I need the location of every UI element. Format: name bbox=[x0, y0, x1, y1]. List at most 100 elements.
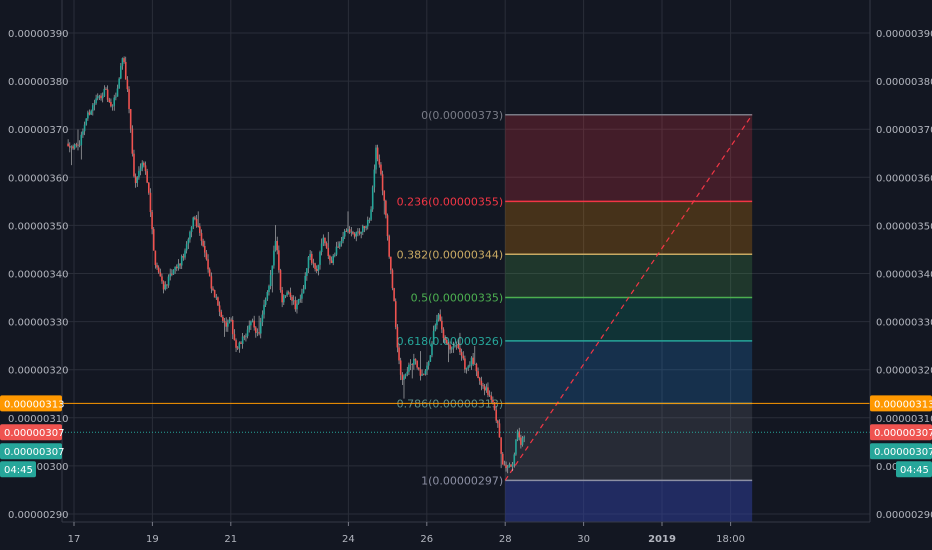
y-tick-label-left: 0.00000330 bbox=[8, 318, 68, 329]
candle-body bbox=[510, 464, 512, 467]
candle-body bbox=[360, 232, 362, 234]
candle-body bbox=[390, 256, 392, 271]
candle-body bbox=[368, 219, 371, 221]
candle-body bbox=[152, 229, 155, 251]
candle-body bbox=[511, 463, 514, 467]
fibonacci-retracement[interactable]: 0(0.00000373) 0.236(0.00000355) 0.382(0.00… bbox=[397, 109, 753, 522]
candle-body bbox=[506, 467, 509, 469]
candle-body bbox=[501, 453, 504, 465]
candle-body bbox=[287, 292, 290, 294]
candle-body bbox=[251, 320, 254, 322]
candle-body bbox=[319, 252, 321, 265]
candle-body bbox=[330, 260, 333, 264]
candle-body bbox=[483, 386, 486, 391]
badge-orange-right-text: 0.00000313 bbox=[874, 399, 932, 410]
candle-body bbox=[210, 276, 213, 289]
candle-body bbox=[190, 226, 193, 232]
candle-body bbox=[324, 237, 326, 244]
candle-body bbox=[73, 144, 76, 149]
candle-body bbox=[391, 270, 394, 289]
candle-body bbox=[520, 437, 522, 445]
candle-body bbox=[388, 236, 390, 257]
candle-body bbox=[515, 439, 517, 455]
candle-body bbox=[317, 264, 320, 271]
candle-body bbox=[273, 250, 275, 266]
candle-body bbox=[452, 346, 455, 349]
candle-body bbox=[414, 358, 417, 361]
candle-body bbox=[136, 177, 139, 184]
candle-body bbox=[297, 299, 300, 304]
candle-body bbox=[200, 233, 203, 241]
candle-body bbox=[332, 255, 334, 264]
candle-body bbox=[85, 118, 88, 125]
badge-red-right-text: 0.00000307 bbox=[874, 428, 932, 439]
candle-body bbox=[111, 105, 114, 107]
candle-body bbox=[465, 367, 468, 370]
candle-body bbox=[105, 88, 107, 90]
badge-green-left-text: 0.00000307 bbox=[4, 447, 64, 458]
fib-trend-line bbox=[504, 114, 753, 481]
candle-body bbox=[279, 270, 282, 291]
candle-body bbox=[432, 330, 435, 344]
candle-body bbox=[353, 233, 356, 237]
badge-green-left-bg bbox=[0, 443, 62, 460]
candle-body bbox=[202, 240, 204, 246]
y-tick-label-right: 0.00000370 bbox=[876, 125, 932, 136]
candle-body bbox=[256, 332, 259, 334]
badge-timer-right-bg bbox=[896, 461, 932, 478]
candle-body bbox=[182, 256, 185, 258]
candle-body bbox=[95, 98, 97, 104]
candle-body bbox=[124, 61, 127, 80]
candle-body bbox=[485, 387, 488, 391]
candle-body bbox=[282, 295, 285, 303]
candle-body bbox=[469, 365, 471, 367]
candle-body bbox=[156, 265, 158, 268]
candle-body bbox=[139, 168, 142, 171]
candle-body bbox=[92, 105, 94, 111]
candle-body bbox=[338, 243, 341, 247]
candle-body bbox=[416, 360, 418, 368]
y-tick-label-right: 0.00000310 bbox=[876, 414, 932, 425]
candle-body bbox=[208, 269, 211, 277]
candle-body bbox=[358, 231, 361, 234]
left-price-axis: 0.00000390 0.00000380 0.00000370 0.00000360… bbox=[8, 29, 68, 521]
y-tick-label-right: 0.00000360 bbox=[876, 173, 932, 184]
candle-body bbox=[276, 240, 279, 251]
candle-body bbox=[185, 244, 188, 251]
candle-body bbox=[342, 236, 344, 241]
candle-body bbox=[123, 58, 125, 62]
y-tick-label-right: 0.00000330 bbox=[876, 318, 932, 329]
candle-body bbox=[162, 281, 165, 290]
candle-body bbox=[343, 230, 346, 237]
y-tick-label-right: 0.00000350 bbox=[876, 221, 932, 232]
candle-body bbox=[518, 431, 521, 438]
y-tick-label-right: 0.00000290 bbox=[876, 510, 932, 521]
candle-body bbox=[289, 292, 292, 297]
candle-body bbox=[523, 436, 525, 439]
y-tick-label-left: 0.00000300 bbox=[8, 462, 68, 473]
candle-body bbox=[335, 246, 338, 255]
candle-body bbox=[100, 95, 102, 99]
candle-body bbox=[75, 144, 78, 146]
candle-body bbox=[194, 217, 196, 219]
candle-body bbox=[449, 345, 451, 350]
candle-body bbox=[281, 290, 283, 303]
candle-body bbox=[166, 284, 168, 286]
candle-body bbox=[301, 293, 303, 299]
candle-body bbox=[459, 347, 461, 353]
candle-body bbox=[227, 322, 229, 327]
candle-body bbox=[217, 297, 219, 306]
candle-body bbox=[169, 273, 171, 277]
candle-body bbox=[488, 394, 491, 396]
candle-body bbox=[115, 96, 117, 98]
candle-body bbox=[70, 146, 73, 148]
x-tick-label: 30 bbox=[577, 534, 590, 545]
candle-body bbox=[134, 176, 137, 184]
candle-body bbox=[371, 187, 374, 210]
candle-body bbox=[366, 220, 369, 227]
candle-body bbox=[403, 376, 405, 380]
candle-body bbox=[329, 255, 331, 261]
badge-orange-left-text: 0.00000313 bbox=[4, 399, 64, 410]
candle-body bbox=[141, 162, 144, 169]
